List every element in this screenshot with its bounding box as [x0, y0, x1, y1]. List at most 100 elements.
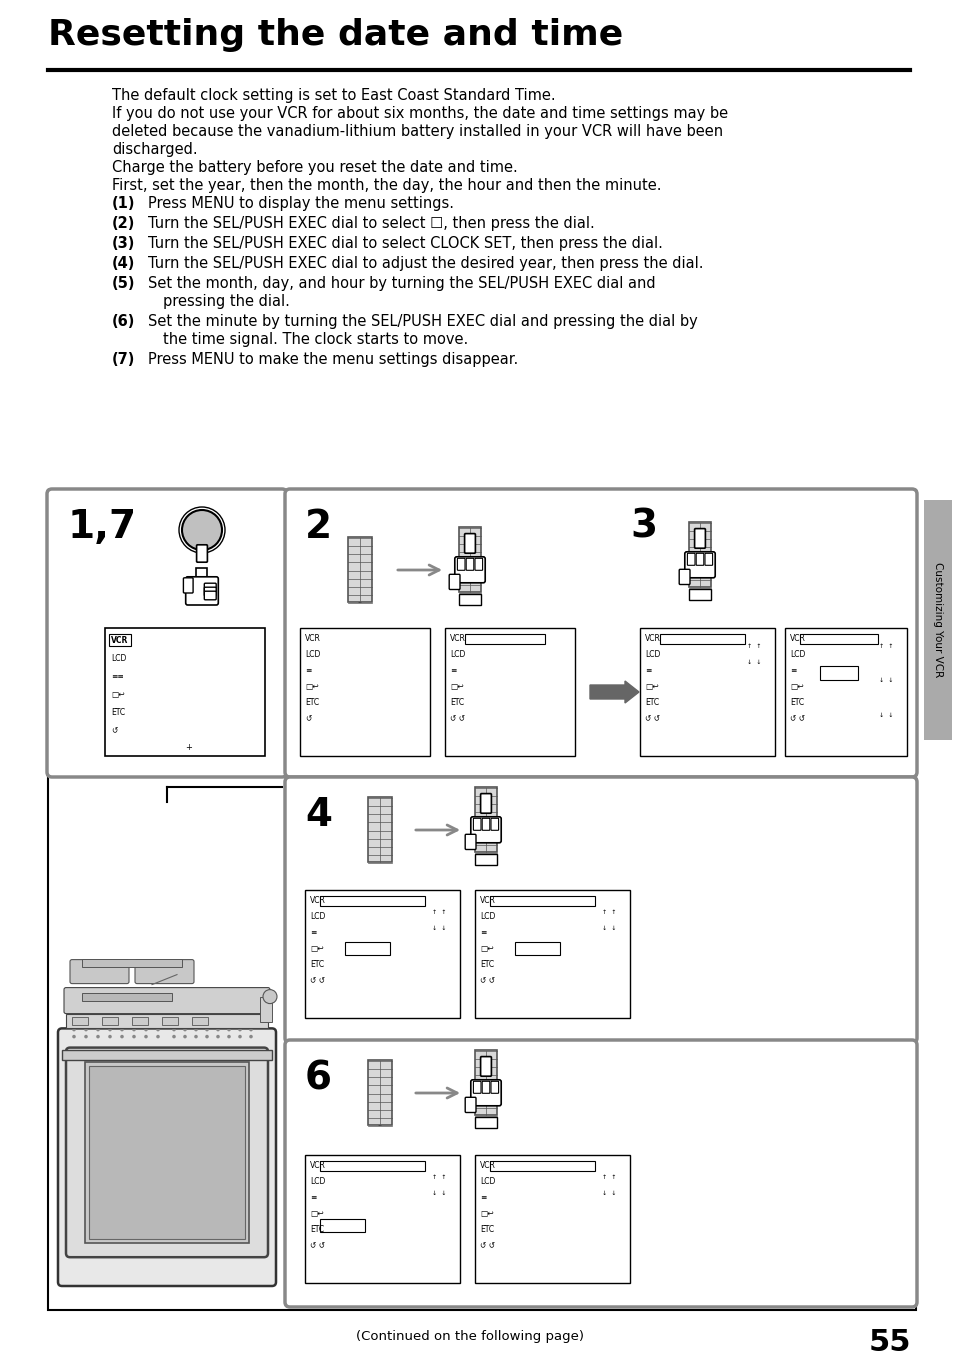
FancyBboxPatch shape	[64, 987, 270, 1014]
Text: (3): (3)	[112, 237, 135, 251]
FancyBboxPatch shape	[491, 1082, 498, 1094]
Text: ↺: ↺	[111, 726, 117, 735]
Bar	[62, 1049, 272, 1060]
Circle shape	[205, 1028, 209, 1032]
Text: ≡: ≡	[479, 1192, 486, 1202]
FancyBboxPatch shape	[70, 960, 129, 984]
Text: (4): (4)	[112, 256, 135, 270]
Text: Turn the SEL/PUSH EXEC dial to adjust the desired year, then press the dial.: Turn the SEL/PUSH EXEC dial to adjust th…	[148, 256, 702, 270]
Bar	[458, 594, 480, 604]
FancyBboxPatch shape	[704, 553, 712, 565]
Circle shape	[120, 1034, 124, 1038]
Text: (2): (2)	[112, 216, 135, 231]
Bar	[305, 890, 459, 1018]
Text: ↺ ↺: ↺ ↺	[789, 714, 804, 723]
Circle shape	[156, 1034, 160, 1038]
Circle shape	[182, 510, 222, 550]
Text: Resetting the date and time: Resetting the date and time	[48, 18, 622, 51]
Text: LCD: LCD	[789, 650, 804, 658]
Text: □↩: □↩	[479, 1209, 493, 1218]
Circle shape	[120, 1021, 124, 1025]
Bar	[475, 787, 497, 852]
Circle shape	[144, 1028, 148, 1032]
FancyBboxPatch shape	[481, 818, 489, 830]
Bar	[475, 1155, 629, 1283]
Text: First, set the year, then the month, the day, the hour and then the minute.: First, set the year, then the month, the…	[112, 178, 660, 193]
Circle shape	[238, 1028, 241, 1032]
Text: □↩: □↩	[479, 944, 493, 953]
Text: Press MENU to make the menu settings disappear.: Press MENU to make the menu settings dis…	[148, 352, 517, 366]
Circle shape	[216, 1021, 219, 1025]
Circle shape	[238, 1034, 241, 1038]
Text: VCR: VCR	[310, 896, 326, 904]
Bar	[192, 1017, 208, 1025]
Bar	[458, 527, 480, 592]
Circle shape	[216, 1028, 219, 1032]
Text: ≡: ≡	[479, 927, 486, 937]
Bar	[368, 796, 392, 863]
Circle shape	[183, 1034, 187, 1038]
Circle shape	[96, 1028, 100, 1032]
Text: □↩: □↩	[310, 1209, 323, 1218]
Text: 2: 2	[305, 508, 332, 546]
Text: ETC: ETC	[450, 698, 464, 707]
Text: VCR: VCR	[644, 634, 660, 644]
Circle shape	[249, 1034, 253, 1038]
Text: ETC: ETC	[479, 960, 494, 969]
Text: pressing the dial.: pressing the dial.	[163, 293, 290, 310]
Bar	[105, 627, 265, 756]
Text: VCR: VCR	[450, 634, 465, 644]
Bar	[820, 667, 857, 680]
FancyBboxPatch shape	[204, 591, 216, 600]
Bar	[319, 896, 424, 906]
Circle shape	[108, 1028, 112, 1032]
Bar	[784, 627, 906, 756]
FancyBboxPatch shape	[58, 1029, 275, 1286]
Bar	[475, 890, 629, 1018]
Text: 55: 55	[868, 1328, 910, 1352]
Bar	[85, 1061, 249, 1244]
Text: ↺ ↺: ↺ ↺	[479, 1241, 495, 1251]
Text: VCR: VCR	[789, 634, 805, 644]
FancyBboxPatch shape	[285, 489, 916, 777]
Text: ETC: ETC	[789, 698, 803, 707]
Text: Set the month, day, and hour by turning the SEL/PUSH EXEC dial and: Set the month, day, and hour by turning …	[148, 276, 655, 291]
Text: ↓  ↓: ↓ ↓	[432, 926, 446, 932]
Text: (7): (7)	[112, 352, 135, 366]
Text: LCD: LCD	[310, 1178, 325, 1186]
Text: Turn the SEL/PUSH EXEC dial to select CLOCK SET, then press the dial.: Turn the SEL/PUSH EXEC dial to select CL…	[148, 237, 662, 251]
Text: ↓  ↓: ↓ ↓	[432, 1191, 446, 1197]
Text: LCD: LCD	[479, 1178, 495, 1186]
Text: ≡: ≡	[310, 1192, 316, 1202]
FancyBboxPatch shape	[285, 777, 916, 1042]
Text: ↓  ↓: ↓ ↓	[601, 926, 616, 932]
FancyBboxPatch shape	[183, 577, 193, 594]
Bar	[82, 992, 172, 1000]
FancyBboxPatch shape	[455, 557, 485, 583]
Text: □↩: □↩	[305, 681, 318, 691]
Circle shape	[183, 1028, 187, 1032]
Circle shape	[227, 1028, 231, 1032]
Text: deleted because the vanadium-lithium battery installed in your VCR will have bee: deleted because the vanadium-lithium bat…	[112, 124, 722, 139]
Text: ETC: ETC	[310, 1225, 324, 1234]
Text: ≡: ≡	[305, 667, 311, 675]
Circle shape	[205, 1021, 209, 1025]
Text: Customizing Your VCR: Customizing Your VCR	[932, 562, 942, 677]
Bar	[368, 1060, 392, 1125]
Text: LCD: LCD	[111, 654, 126, 662]
FancyBboxPatch shape	[456, 558, 464, 571]
Circle shape	[144, 1021, 148, 1025]
Text: ↑  ↑: ↑ ↑	[432, 1175, 446, 1180]
Bar	[66, 1014, 268, 1028]
Bar	[48, 489, 915, 1310]
Circle shape	[172, 1021, 175, 1025]
Circle shape	[263, 990, 276, 1003]
Bar	[464, 634, 544, 644]
Text: Set the minute by turning the SEL/PUSH EXEC dial and pressing the dial by: Set the minute by turning the SEL/PUSH E…	[148, 314, 697, 329]
Bar	[659, 634, 744, 644]
Circle shape	[172, 1028, 175, 1032]
FancyBboxPatch shape	[465, 834, 476, 849]
Text: ↓  ↓: ↓ ↓	[878, 677, 893, 683]
Bar	[89, 1065, 245, 1240]
Text: ETC: ETC	[305, 698, 319, 707]
